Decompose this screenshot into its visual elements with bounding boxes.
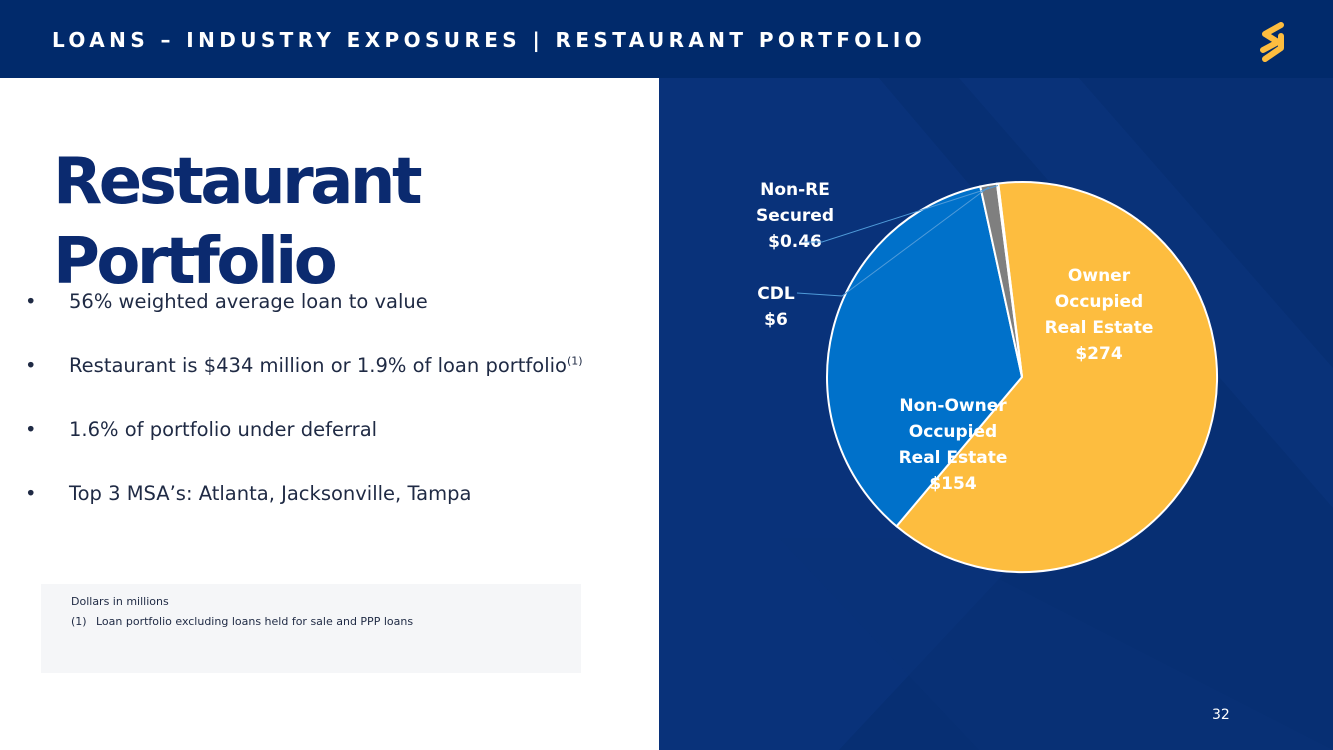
data-label-owner-occupied-real-estate: Owner Occupied Real Estate $274 <box>1045 266 1154 364</box>
slide-title: LOANS – INDUSTRY EXPOSURES | RESTAURANT … <box>52 28 927 52</box>
data-label-line: Secured <box>756 206 834 226</box>
brand-logo-icon <box>1260 22 1284 62</box>
leader-line <box>805 185 998 243</box>
data-label-line: CDL <box>757 284 795 304</box>
data-label-non-re-secured: Non-RE Secured $0.46 <box>756 180 834 252</box>
leader-line <box>796 186 990 297</box>
page-title-line-1: Restaurant <box>53 145 423 219</box>
page-title-line-2: Portfolio <box>53 225 338 299</box>
data-label-line: Non-RE <box>760 180 830 200</box>
data-label-line: Owner <box>1068 266 1131 286</box>
bullet-deferral: 1.6% of portfolio under deferral <box>22 417 583 481</box>
page-number: 32 <box>1212 707 1230 723</box>
bullet-ltv: 56% weighted average loan to value <box>22 289 583 353</box>
data-label-line: Non-Owner <box>899 396 1007 416</box>
page-title: Restaurant Portfolio <box>53 142 423 302</box>
data-label-line: Occupied <box>1055 292 1143 312</box>
data-label-line: Real Estate <box>899 448 1008 468</box>
footnote-ref: (1) <box>566 354 583 368</box>
bullet-top-msas: Top 3 MSA’s: Atlanta, Jacksonville, Tamp… <box>22 481 583 545</box>
footnotes-box: Dollars in millions (1) Loan portfolio e… <box>41 584 581 673</box>
units-note: Dollars in millions <box>71 595 169 608</box>
bullet-restaurant-total: Restaurant is $434 million or 1.9% of lo… <box>22 353 583 417</box>
data-label-line: Real Estate <box>1045 318 1154 338</box>
data-label-line: $154 <box>929 474 976 494</box>
pie-slice-non-re-secured <box>995 182 1023 378</box>
header-bar: LOANS – INDUSTRY EXPOSURES | RESTAURANT … <box>0 0 1333 78</box>
data-label-line: $0.46 <box>768 232 822 252</box>
pie-slice-owner-occupied-real-estate <box>895 181 1218 573</box>
data-label-cdl: CDL $6 <box>757 284 795 330</box>
footnote-1-label: (1) <box>71 615 87 628</box>
data-label-line: $6 <box>764 310 788 330</box>
data-label-line: Occupied <box>909 422 997 442</box>
data-label-line: $274 <box>1075 344 1122 364</box>
bullet-list: 56% weighted average loan to value Resta… <box>22 289 583 545</box>
footnote-1-text: Loan portfolio excluding loans held for … <box>96 615 414 628</box>
data-label-non-owner-occupied-real-estate: Non-Owner Occupied Real Estate $154 <box>899 396 1008 494</box>
